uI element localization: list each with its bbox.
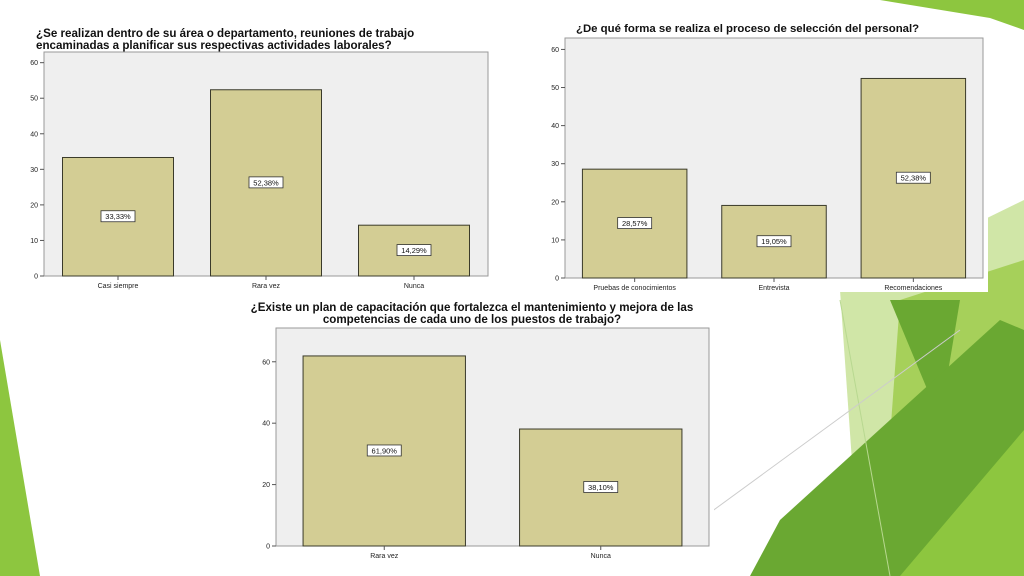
data-label: 28,57% xyxy=(622,219,648,228)
chart-plot: 0 10 20 30 40 50 60 Pruebas de conocimientos 28,… xyxy=(551,37,984,292)
y-tick-label: 50 xyxy=(30,96,38,103)
decorative-line xyxy=(699,329,961,521)
y-tick-label: 60 xyxy=(30,60,38,67)
x-tick-label: Rara vez xyxy=(370,553,399,560)
data-label: 38,10% xyxy=(588,483,614,492)
y-tick-label: 40 xyxy=(551,123,559,130)
x-tick-label: Pruebas de conocimientos xyxy=(593,285,676,292)
y-tick-label: 10 xyxy=(551,237,559,244)
y-tick-label: 20 xyxy=(262,482,270,489)
chart-plan-capacitacion: ¿Existe un plan de capacitación que fort… xyxy=(230,300,714,576)
chart-title: ¿Existe un plan de capacitación que fort… xyxy=(250,301,694,327)
left-green-triangle xyxy=(0,340,40,576)
x-tick-label: Entrevista xyxy=(758,285,789,292)
y-tick-label: 30 xyxy=(551,161,559,168)
data-label-box xyxy=(248,176,284,189)
x-tick-label: Nunca xyxy=(591,553,611,560)
chart-plot: 0 10 20 30 40 50 60 Casi siempre 33,33% Rara vez 5… xyxy=(30,51,489,290)
data-label-box xyxy=(583,481,619,493)
decorative-line xyxy=(839,299,891,576)
y-tick-label: 0 xyxy=(555,276,559,283)
data-label-box xyxy=(756,235,792,248)
data-label: 33,33% xyxy=(105,212,131,221)
data-label-box xyxy=(366,444,402,457)
data-label-box xyxy=(396,244,432,256)
x-tick-label: Casi siempre xyxy=(98,283,139,290)
data-label-box xyxy=(100,210,136,223)
y-tick-label: 0 xyxy=(266,544,270,551)
y-tick-label: 20 xyxy=(551,199,559,206)
data-label: 19,05% xyxy=(761,237,787,246)
data-label: 14,29% xyxy=(401,246,427,255)
y-tick-label: 50 xyxy=(551,85,559,92)
right-green-shape-bright xyxy=(900,430,1024,576)
chart-seleccion-personal: ¿De qué forma se realiza el proceso de s… xyxy=(540,18,988,292)
y-tick-label: 20 xyxy=(30,202,38,209)
data-label: 52,38% xyxy=(253,178,279,187)
chart-reuniones-trabajo: ¿Se realizan dentro de su área o departa… xyxy=(28,26,498,290)
y-tick-label: 60 xyxy=(551,47,559,54)
y-tick-label: 30 xyxy=(30,167,38,174)
y-tick-label: 40 xyxy=(30,131,38,138)
chart-title: ¿De qué forma se realiza el proceso de s… xyxy=(576,23,920,35)
y-tick-label: 0 xyxy=(34,274,38,281)
data-label: 52,38% xyxy=(901,174,927,183)
y-tick-label: 10 xyxy=(30,238,38,245)
right-green-band-top xyxy=(785,0,1024,30)
y-tick-label: 40 xyxy=(262,421,270,428)
data-label: 61,90% xyxy=(372,446,398,455)
chart-plot: 0 20 40 60 Rara vez 61,90% Nunca 38,10% xyxy=(262,327,710,560)
data-label-box xyxy=(617,217,653,229)
chart-title: ¿Se realizan dentro de su área o departa… xyxy=(36,27,415,53)
x-tick-label: Nunca xyxy=(404,283,424,290)
x-tick-label: Recomendaciones xyxy=(884,285,942,292)
y-tick-label: 60 xyxy=(262,359,270,366)
data-label-box xyxy=(895,171,931,184)
x-tick-label: Rara vez xyxy=(252,283,281,290)
